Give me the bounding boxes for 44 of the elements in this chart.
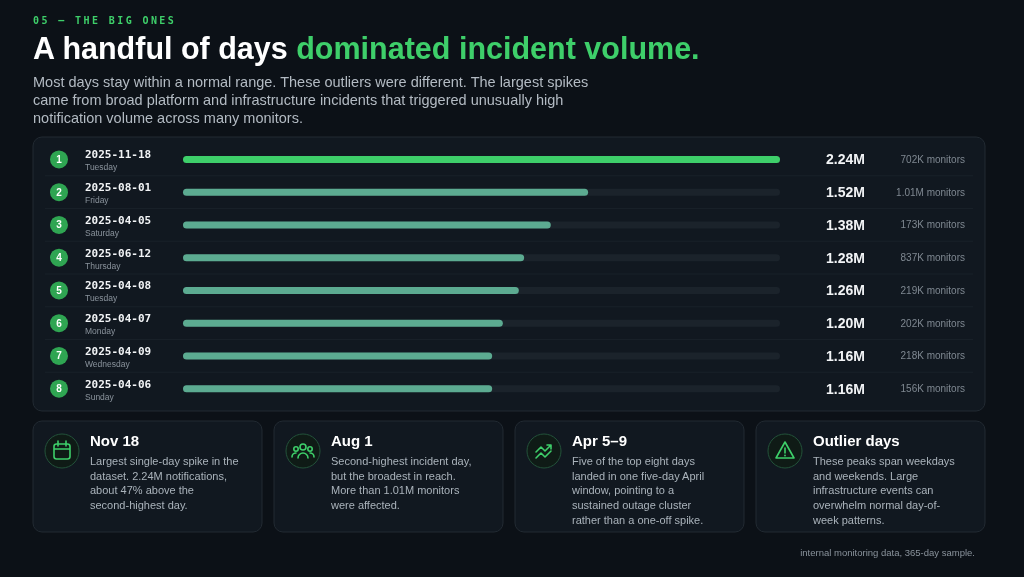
text: Aug 1	[331, 432, 373, 449]
text: 156K monitors	[900, 383, 965, 395]
text: 837K monitors	[900, 252, 965, 264]
text: Five of the top eight days landed in one five-day April window, pointing to a sustained outage cluster rather than a one-off spike.	[571, 455, 705, 526]
text: 173K monitors	[900, 219, 965, 231]
text: Outlier days	[813, 432, 900, 449]
text: Second-highest incident day, but the broadest in reach. More than 1.01M monitors were affected.	[330, 455, 472, 512]
text: 219K monitors	[900, 284, 965, 296]
text: Apr 5–9	[572, 432, 628, 449]
y-tick-label: 2025-04-09 Wednesday	[85, 344, 152, 369]
y-tick-label: 2025-11-18 Tuesday	[85, 148, 152, 173]
data-label: 1.20M	[826, 315, 865, 332]
text: internal monitoring data, 365-day sample.	[800, 547, 975, 558]
text: Largest single-day spike in the dataset. 2.24M notifications, about 47% above the second-highest day.	[90, 455, 239, 512]
text: 1	[56, 153, 63, 165]
text: 218K monitors	[900, 350, 965, 362]
data-label: 1.16M	[826, 380, 865, 397]
data-label: 1.38M	[826, 216, 865, 233]
text: 2	[56, 186, 63, 198]
data-label: 1.26M	[826, 282, 865, 299]
data-label: 1.16M	[826, 347, 865, 364]
text: Nov 18	[90, 432, 140, 449]
y-tick-label: 2025-04-05 Saturday	[85, 213, 152, 238]
y-tick-label: 2025-04-07 Monday	[85, 312, 152, 337]
text: 5	[56, 284, 63, 296]
y-tick-label: 2025-06-12 Thursday	[85, 246, 152, 271]
text: 7	[56, 350, 63, 362]
text: 202K monitors	[900, 317, 965, 329]
y-tick-label: 2025-04-06 Sunday	[85, 377, 152, 402]
text: 05 — THE BIG ONES	[33, 15, 177, 26]
data-label: 1.52M	[826, 184, 865, 201]
data-label: 1.28M	[826, 249, 865, 266]
text: 3	[56, 219, 63, 231]
text: 702K monitors	[900, 153, 965, 165]
text: 6	[56, 317, 63, 329]
y-tick-label: 2025-08-01 Friday	[85, 181, 152, 206]
text: 8	[56, 383, 63, 395]
text: These peaks span weekdays and weekends. Large infrastructure events can overwhelm normal day-of- week patterns.	[812, 455, 956, 526]
chart-title: A handful of days dominated incident volume.	[33, 31, 700, 66]
data-label: 2.24M	[826, 151, 865, 168]
chart-subtitle: Most days stay within a normal range. These outliers were different. The largest spikes came from broad platform and infrastructure incidents that triggered unusually high notification volume across many monitors.	[33, 74, 589, 126]
y-tick-label: 2025-04-08 Tuesday	[85, 279, 152, 304]
text: 1.01M monitors	[896, 186, 965, 198]
text: 4	[56, 252, 63, 264]
